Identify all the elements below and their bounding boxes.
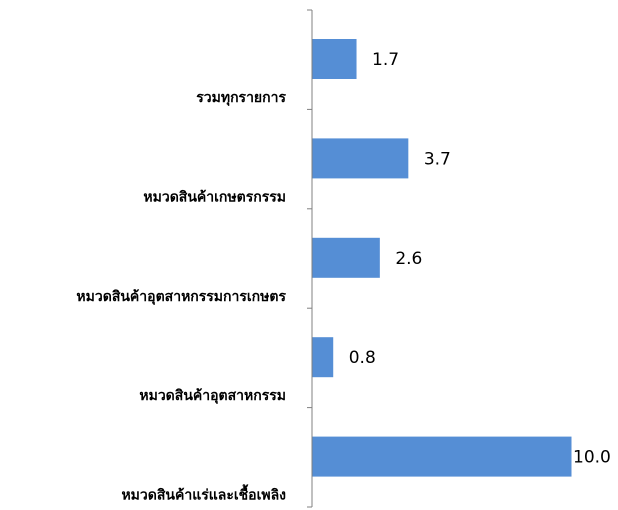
bar	[312, 436, 572, 477]
data-label: 1.7	[372, 50, 399, 70]
bar	[312, 337, 334, 378]
value-labels: 1.7 3.7 2.6 0.8 10.0	[349, 50, 611, 468]
bar	[312, 39, 357, 79]
data-label: 3.7	[424, 149, 451, 169]
category-labels: รวมทุกรายการหมวดสินค้าเกษตรกรรมหมวดสินค้…	[76, 90, 286, 504]
category-label: รวมทุกรายการ	[196, 90, 286, 106]
data-label: 0.8	[349, 348, 376, 368]
bar	[312, 237, 380, 278]
data-label: 10.0	[573, 448, 611, 468]
category-label: หมวดสินค้าอุตสาหกรรมการเกษตร	[76, 289, 286, 305]
category-label: หมวดสินค้าเกษตรกรรม	[143, 189, 286, 205]
data-label: 2.6	[395, 249, 422, 269]
category-axis	[307, 9, 313, 508]
category-label: หมวดสินค้าอุตสาหกรรม	[139, 388, 286, 404]
category-label: หมวดสินค้าแร่และเชื้อเพลิง	[121, 484, 286, 504]
bars	[312, 39, 572, 477]
bar	[312, 138, 409, 179]
